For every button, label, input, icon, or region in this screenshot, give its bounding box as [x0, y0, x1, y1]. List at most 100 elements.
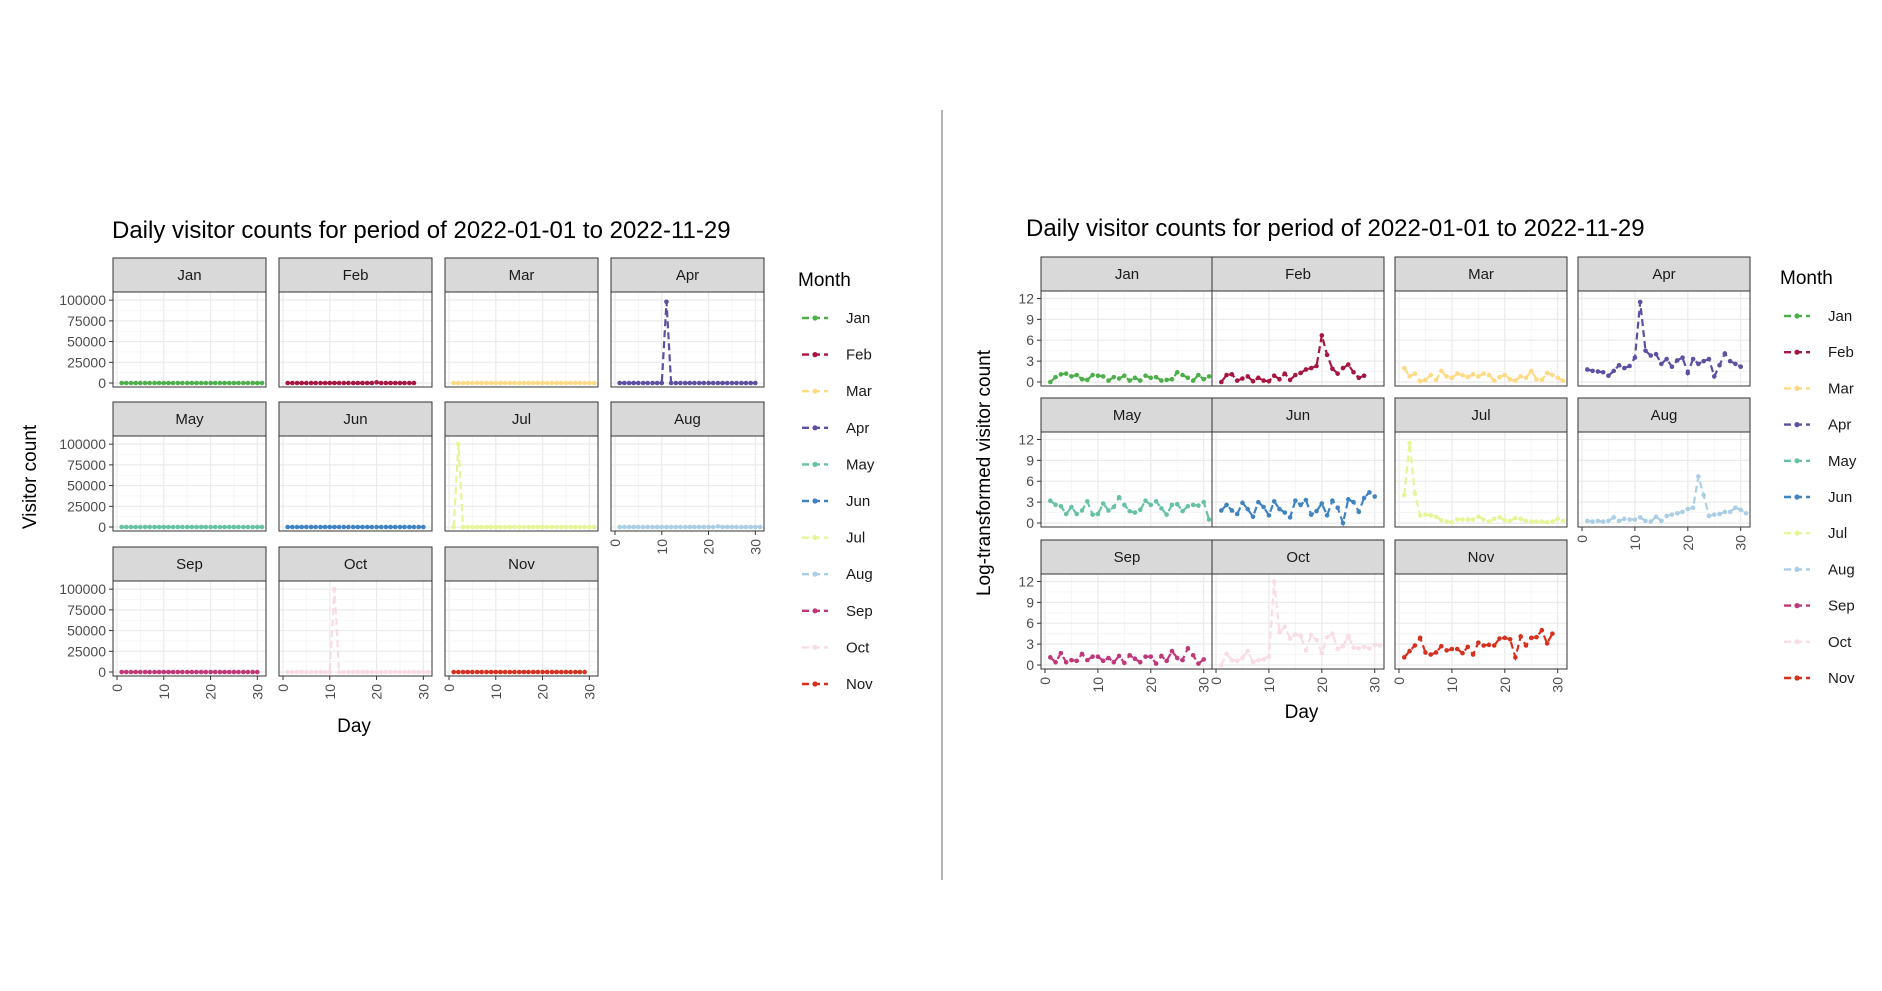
data-point: [664, 524, 669, 530]
data-point: [493, 669, 499, 675]
facet-panel-nov: Nov 0 10 20 30: [441, 546, 599, 700]
data-point: [544, 380, 550, 386]
chart-log: Daily visitor counts for period of 2022-…: [974, 215, 1857, 723]
facet-strip: [1211, 539, 1385, 575]
facet-panel-nov: Nov 0 10 20 30: [1391, 539, 1568, 693]
legend-label: Sep: [846, 603, 873, 620]
data-point: [1653, 514, 1659, 520]
data-point: [236, 524, 241, 530]
facet-strip-label: Jun: [1286, 407, 1310, 424]
data-point: [189, 669, 195, 675]
data-point: [734, 380, 739, 386]
legend-label: Jun: [846, 493, 870, 510]
data-point: [498, 380, 503, 386]
data-point: [1159, 378, 1164, 383]
x-tick-label: 10: [1627, 535, 1643, 551]
data-point: [1560, 518, 1566, 524]
data-point: [392, 380, 398, 386]
facet-strip-label: Sep: [176, 556, 203, 573]
data-point: [451, 524, 456, 530]
data-point: [1513, 655, 1518, 660]
legend-label: Feb: [846, 347, 872, 364]
data-point: [1053, 659, 1058, 665]
data-point: [1449, 375, 1455, 381]
data-point: [322, 380, 328, 386]
data-point: [1330, 631, 1335, 636]
data-point: [133, 669, 139, 675]
data-point: [701, 524, 707, 530]
legend-label: Jan: [1828, 308, 1852, 325]
data-point: [152, 524, 157, 530]
data-point: [1287, 515, 1293, 520]
data-point: [1127, 378, 1132, 383]
data-point: [392, 669, 398, 675]
data-point: [1717, 362, 1722, 368]
legend-label: Nov: [846, 676, 873, 693]
data-point: [406, 524, 412, 530]
data-point: [1085, 499, 1090, 504]
data-point: [147, 669, 153, 675]
data-point: [378, 669, 384, 675]
data-point: [133, 524, 139, 530]
y-tick-label: 0: [98, 664, 106, 680]
data-point: [1137, 659, 1143, 665]
data-point: [212, 669, 218, 675]
legend-key-point: [812, 352, 818, 358]
legend-label: Apr: [846, 420, 869, 437]
x-tick-label: 30: [747, 539, 763, 555]
data-point: [318, 380, 323, 386]
facet-strip: [444, 546, 599, 582]
data-point: [1169, 648, 1175, 654]
plot-background: [445, 292, 598, 387]
data-point: [1534, 376, 1539, 382]
data-point: [743, 524, 749, 530]
data-point: [1407, 440, 1412, 446]
legend-key-point: [812, 535, 818, 541]
data-point: [1229, 657, 1235, 663]
data-point: [724, 524, 730, 530]
data-point: [1680, 509, 1685, 515]
data-point: [374, 669, 379, 675]
data-point: [1659, 518, 1664, 524]
data-point: [189, 380, 195, 386]
data-point: [1100, 658, 1106, 664]
facet-strip-label: Feb: [1285, 266, 1311, 283]
data-point: [1180, 372, 1185, 378]
data-point: [1711, 374, 1717, 379]
data-point: [678, 524, 683, 530]
data-point: [336, 524, 342, 530]
data-point: [521, 669, 527, 675]
y-tick-label: 50000: [67, 623, 106, 639]
data-point: [668, 524, 674, 530]
data-point: [1074, 511, 1080, 517]
data-point: [1377, 643, 1383, 648]
data-point: [1643, 348, 1648, 353]
data-point: [1116, 653, 1122, 659]
data-point: [397, 524, 403, 530]
data-point: [526, 380, 531, 386]
data-point: [470, 524, 475, 530]
data-point: [189, 524, 195, 530]
data-point: [568, 524, 573, 530]
data-point: [682, 380, 688, 386]
data-point: [748, 524, 753, 530]
legend-key-point: [1794, 603, 1800, 609]
facet-strip-label: Jul: [1471, 407, 1490, 424]
data-point: [259, 380, 265, 386]
chart-title: Daily visitor counts for period of 2022-…: [112, 217, 731, 244]
data-point: [1111, 504, 1117, 510]
data-point: [1470, 652, 1476, 657]
data-point: [1417, 635, 1423, 641]
data-point: [512, 669, 517, 675]
data-point: [1234, 378, 1240, 383]
data-point: [1153, 661, 1159, 666]
data-point: [138, 524, 143, 530]
data-point: [299, 380, 305, 386]
data-point: [715, 524, 721, 529]
legend-label: Jun: [1828, 489, 1852, 506]
data-point: [738, 380, 744, 386]
data-point: [1058, 503, 1064, 509]
data-point: [1234, 511, 1240, 517]
data-point: [470, 669, 475, 675]
legend-key-point: [812, 498, 818, 504]
